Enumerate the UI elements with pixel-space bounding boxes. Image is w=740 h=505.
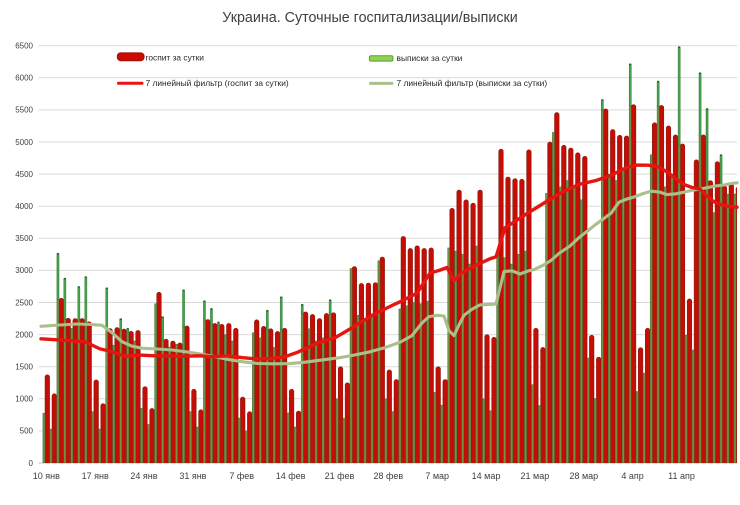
svg-text:3000: 3000 — [15, 266, 33, 275]
svg-text:Украина. Суточные госпитализац: Украина. Суточные госпитализации/выписки — [222, 10, 517, 26]
svg-text:0: 0 — [29, 459, 34, 468]
svg-text:3500: 3500 — [15, 234, 33, 243]
svg-text:28 мар: 28 мар — [569, 471, 598, 481]
svg-text:10 янв: 10 янв — [33, 471, 60, 481]
svg-text:7 мар: 7 мар — [425, 471, 449, 481]
svg-text:1500: 1500 — [15, 363, 33, 372]
svg-text:4 апр: 4 апр — [621, 471, 643, 481]
svg-text:14 фев: 14 фев — [276, 471, 306, 481]
svg-text:2000: 2000 — [15, 330, 33, 339]
svg-text:госпит за сутки: госпит за сутки — [146, 52, 205, 62]
svg-text:14 мар: 14 мар — [472, 471, 501, 481]
svg-text:5000: 5000 — [15, 138, 33, 147]
svg-text:17 янв: 17 янв — [82, 471, 109, 481]
svg-text:1000: 1000 — [15, 395, 33, 404]
svg-text:28 фев: 28 фев — [373, 471, 403, 481]
svg-text:21 мар: 21 мар — [521, 471, 550, 481]
svg-text:4000: 4000 — [15, 202, 33, 211]
svg-text:21 фев: 21 фев — [325, 471, 355, 481]
svg-text:4500: 4500 — [15, 170, 33, 179]
svg-text:11 апр: 11 апр — [668, 471, 695, 481]
svg-text:выписки за сутки: выписки за сутки — [397, 53, 463, 63]
svg-text:7 линейный фильтр (выписки за: 7 линейный фильтр (выписки за сутки) — [397, 78, 548, 88]
svg-text:2500: 2500 — [15, 298, 33, 307]
svg-text:7 фев: 7 фев — [229, 471, 254, 481]
svg-text:31 янв: 31 янв — [179, 471, 206, 481]
svg-text:500: 500 — [20, 427, 34, 436]
svg-text:6000: 6000 — [15, 74, 33, 83]
svg-text:24 янв: 24 янв — [130, 471, 157, 481]
svg-text:6500: 6500 — [15, 42, 33, 51]
svg-text:7 линейный фильтр (госпит за с: 7 линейный фильтр (госпит за сутки) — [146, 78, 289, 88]
svg-text:5500: 5500 — [15, 106, 33, 115]
